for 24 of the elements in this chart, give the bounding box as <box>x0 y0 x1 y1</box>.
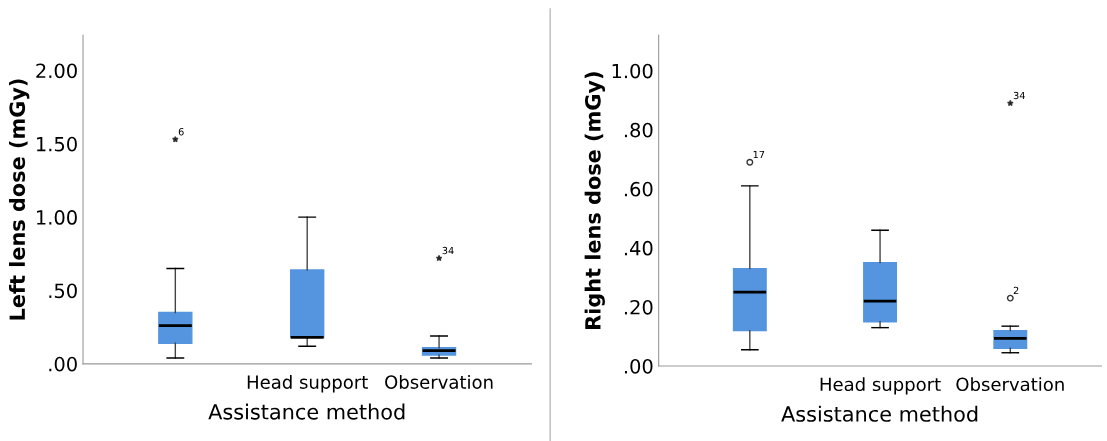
annotation: 17 <box>753 151 765 159</box>
y-axis-title: Left lens dose (mGy) <box>8 79 30 320</box>
x-tick-label: Observation <box>956 377 1064 392</box>
x-tick-label: Head support <box>820 377 941 395</box>
y-tick-label: 1.50 <box>37 136 77 152</box>
annotation: 34 <box>1013 91 1025 100</box>
y-tick-label: 2.00 <box>36 63 77 79</box>
y-tick-label: .40 <box>624 240 653 256</box>
y-tick-label: 1.00 <box>612 63 653 79</box>
y-tick-label: .20 <box>624 299 653 315</box>
x-axis-title: Assistance method <box>781 405 978 422</box>
x-axis-title: Assistance method <box>208 403 405 420</box>
annotation: 6 <box>178 128 184 136</box>
annotation: 34 <box>442 246 454 255</box>
y-tick-label: .80 <box>624 122 653 138</box>
y-tick-label: 1.00 <box>37 210 77 225</box>
x-tick-label: Head support <box>247 374 368 393</box>
x-tick-label: Observation <box>385 374 493 389</box>
y-tick-label: .00 <box>49 356 77 372</box>
y-tick-label: .60 <box>624 181 653 197</box>
y-axis-title: Right lens dose (mGy) <box>584 72 605 329</box>
y-tick-label: .50 <box>49 283 77 299</box>
annotation: 2 <box>1013 286 1019 294</box>
y-tick-label: .00 <box>624 358 653 374</box>
